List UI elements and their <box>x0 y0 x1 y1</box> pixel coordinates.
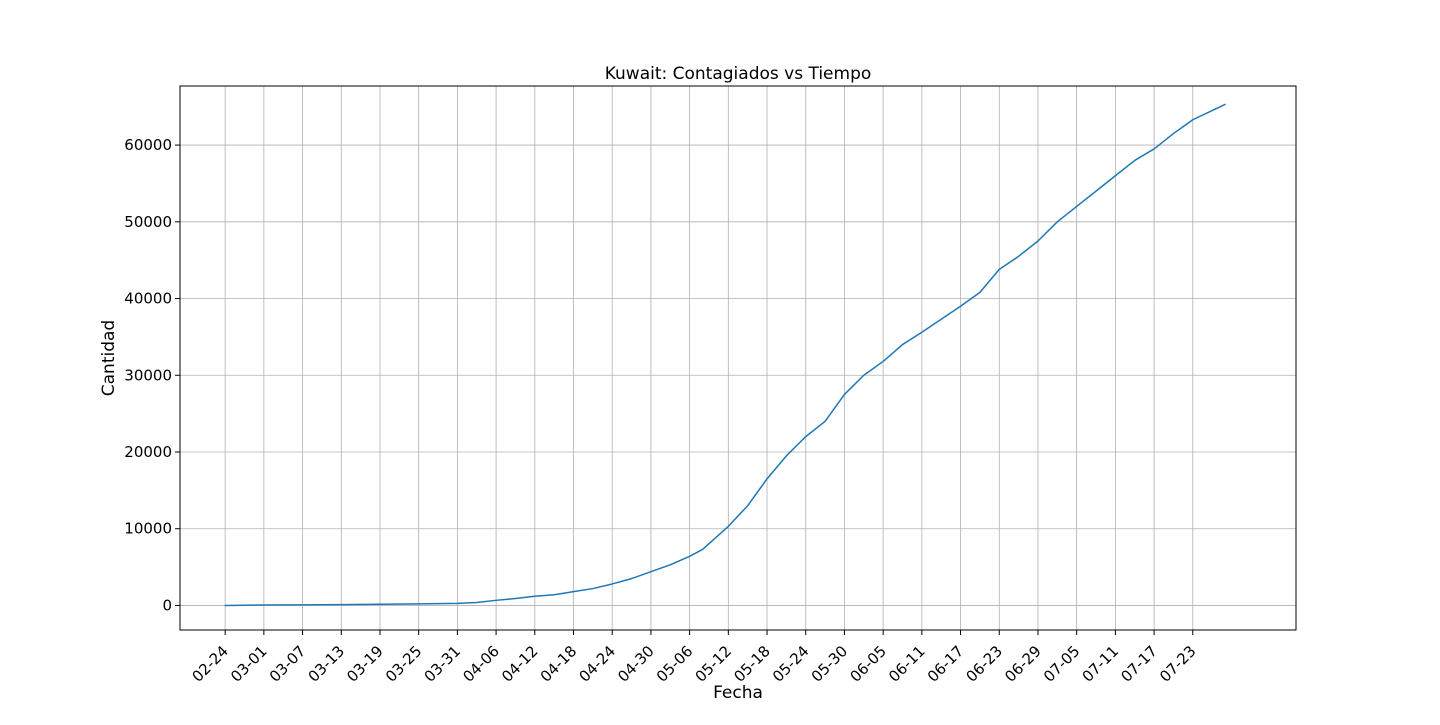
chart-title: Kuwait: Contagiados vs Tiempo <box>605 64 872 84</box>
y-tick-label: 50000 <box>124 213 172 231</box>
series-line-0 <box>224 103 1226 607</box>
y-tick-label: 60000 <box>124 136 172 154</box>
series-layer <box>224 103 1226 607</box>
gridlines <box>180 86 1296 630</box>
y-tick-label: 20000 <box>124 443 172 461</box>
plot-frame <box>179 85 1297 631</box>
y-axis-label: Cantidad <box>99 320 119 396</box>
y-tick-label: 30000 <box>124 366 172 384</box>
x-axis-label: Fecha <box>713 683 763 703</box>
y-tick-label: 40000 <box>124 290 172 308</box>
y-tick-label: 10000 <box>124 520 172 538</box>
y-tick-label: 0 <box>162 596 172 614</box>
